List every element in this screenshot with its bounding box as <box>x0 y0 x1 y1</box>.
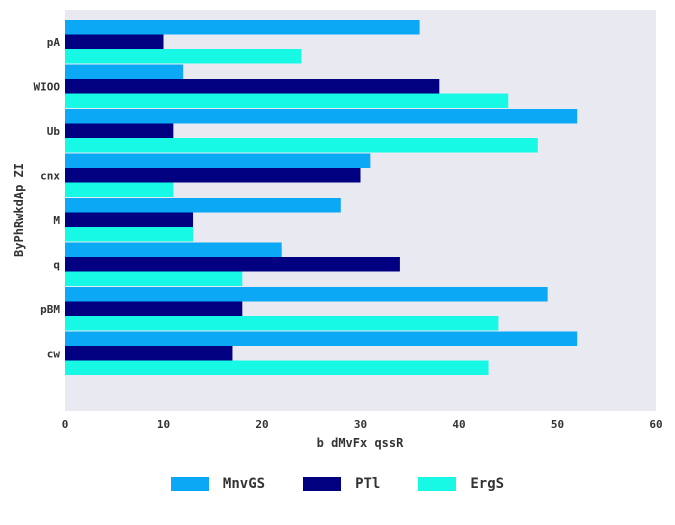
bar-MnvGS-Ub <box>65 109 578 124</box>
y-tick-label: Ub <box>47 125 61 138</box>
legend-item: MnvGS <box>170 476 266 492</box>
bar-ErgS-cnx <box>65 182 174 197</box>
x-axis-label: b dMvFx qssR <box>317 436 404 450</box>
bar-ErgS-Ub <box>65 138 538 153</box>
x-tick-labels: 0 10 20 30 40 50 60 <box>62 418 663 431</box>
y-tick-label: cw <box>47 347 61 360</box>
x-tick-label: 20 <box>255 418 268 431</box>
bar-ErgS-pBM <box>65 316 499 331</box>
x-tick-label: 10 <box>157 418 170 431</box>
bar-PTl-cnx <box>65 168 361 183</box>
bar-PTl-q <box>65 257 400 272</box>
legend-label: MnvGS <box>222 476 266 492</box>
bar-ErgS-q <box>65 271 243 286</box>
bar-PTl-pBM <box>65 301 243 316</box>
y-tick-label: M <box>53 214 60 227</box>
x-tick-label: 40 <box>452 418 465 431</box>
bar-ErgS-M <box>65 227 194 242</box>
bar-PTl-Ub <box>65 123 174 138</box>
bars <box>65 20 578 375</box>
y-tick-label: q <box>53 258 60 271</box>
legend-swatch <box>303 477 342 491</box>
legend-label: PTl <box>355 476 381 492</box>
y-tick-label: cnx <box>40 169 60 182</box>
bar-MnvGS-cw <box>65 331 578 346</box>
bar-ErgS-cw <box>65 360 489 375</box>
bar-MnvGS-M <box>65 198 341 213</box>
x-tick-label: 0 <box>62 418 69 431</box>
legend: MnvGS PTl ErgS <box>0 476 675 492</box>
x-tick-label: 60 <box>649 418 662 431</box>
y-tick-label: pBM <box>40 303 60 316</box>
bar-MnvGS-pBM <box>65 287 548 302</box>
x-tick-label: 30 <box>354 418 367 431</box>
bar-ErgS-WIOO <box>65 93 509 108</box>
legend-item: PTl <box>303 476 380 492</box>
bar-PTl-cw <box>65 346 233 361</box>
bar-PTl-pA <box>65 34 164 49</box>
legend-swatch <box>170 477 209 491</box>
y-tick-label: WIOO <box>34 80 61 93</box>
bar-MnvGS-pA <box>65 20 420 35</box>
bar-MnvGS-q <box>65 242 282 257</box>
bar-PTl-WIOO <box>65 79 440 94</box>
bar-MnvGS-cnx <box>65 153 371 168</box>
x-tick-label: 50 <box>551 418 564 431</box>
legend-label: ErgS <box>470 476 505 492</box>
y-axis-label: ByPhRwkdAp ZI <box>12 163 26 257</box>
legend-item: ErgS <box>418 476 504 492</box>
bar-MnvGS-WIOO <box>65 64 184 79</box>
y-tick-label: pA <box>47 36 61 49</box>
bar-ErgS-pA <box>65 49 302 64</box>
bar-PTl-M <box>65 212 194 227</box>
y-tick-labels: pA WIOO Ub cnx Mq pBM cw <box>34 36 61 361</box>
legend-swatch <box>418 477 457 491</box>
